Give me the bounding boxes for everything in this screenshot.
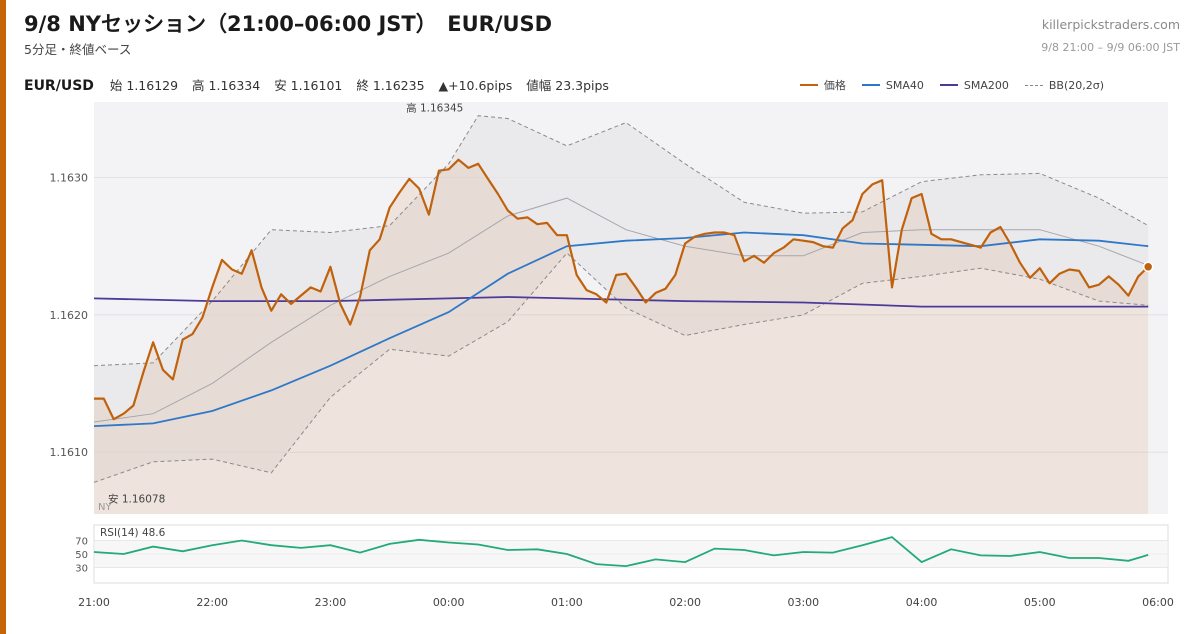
x-tick-label: 02:00 bbox=[669, 596, 701, 609]
y-tick-label: 1.1620 bbox=[50, 309, 89, 322]
legend-label-bb: BB(20,2σ) bbox=[1048, 78, 1104, 92]
stat-range: 値幅 23.3pips bbox=[526, 78, 609, 93]
legend-label-sma200: SMA200 bbox=[963, 78, 1009, 92]
accent-bar bbox=[0, 0, 6, 634]
bb-swatch bbox=[1024, 84, 1043, 86]
high-annotation: 高 1.16345 bbox=[406, 102, 463, 115]
y-tick-label: 1.1610 bbox=[50, 446, 89, 459]
legend-item-price: 価格 bbox=[799, 77, 846, 93]
stat-open: 始 1.16129 bbox=[109, 78, 179, 93]
rsi-line bbox=[93, 536, 1149, 568]
x-tick-label: 06:00 bbox=[1142, 596, 1174, 609]
x-tick-label: 03:00 bbox=[787, 596, 819, 609]
x-tick-label: 21:00 bbox=[78, 596, 110, 609]
rsi-tick-label: 50 bbox=[75, 550, 88, 561]
low-annotation: 安 1.16078 bbox=[108, 492, 165, 505]
price-swatch bbox=[799, 84, 818, 86]
sma200-line bbox=[93, 296, 1149, 308]
last-price-dot bbox=[1142, 261, 1154, 273]
bb-middle-line bbox=[93, 197, 1149, 423]
legend-item-bb: BB(20,2σ) bbox=[1024, 78, 1104, 92]
stat-close: 終 1.16235 bbox=[356, 78, 425, 93]
legend-label-price: 価格 bbox=[823, 79, 846, 92]
x-tick-label: 22:00 bbox=[196, 596, 228, 609]
stats-bar: EUR/USD 始 1.16129 高 1.16334 安 1.16101 終 … bbox=[24, 75, 619, 94]
x-tick-label: 05:00 bbox=[1024, 596, 1056, 609]
x-tick-label: 23:00 bbox=[315, 596, 347, 609]
rsi-tick-label: 30 bbox=[75, 564, 88, 575]
session-label: NY bbox=[98, 502, 112, 513]
pair-label: EUR/USD bbox=[24, 78, 94, 94]
stat-low: 安 1.16101 bbox=[274, 78, 343, 93]
stat-change: ▲+10.6pips bbox=[438, 78, 513, 93]
sma200-swatch bbox=[939, 84, 958, 86]
x-tick-label: 01:00 bbox=[551, 596, 583, 609]
legend-item-sma200: SMA200 bbox=[939, 78, 1009, 92]
rsi-band bbox=[94, 540, 1168, 568]
x-tick-label: 04:00 bbox=[906, 596, 938, 609]
price-area-fill bbox=[94, 159, 1149, 514]
bb-lower-line bbox=[93, 252, 1149, 483]
page-subtitle: 5分足・終値ベース bbox=[24, 42, 132, 57]
chart-legend: 価格 SMA40 SMA200 BB(20,2σ) bbox=[799, 77, 1104, 93]
rsi-tick-label: 70 bbox=[75, 537, 88, 548]
price-line bbox=[94, 158, 1149, 421]
x-tick-label: 00:00 bbox=[433, 596, 465, 609]
page-title: 9/8 NYセッション（21:00–06:00 JST） EUR/USD bbox=[24, 12, 553, 36]
legend-item-sma40: SMA40 bbox=[861, 78, 924, 92]
site-name: killerpickstraders.com bbox=[1041, 17, 1180, 32]
rsi-title: RSI(14) 48.6 bbox=[100, 527, 166, 539]
legend-label-sma40: SMA40 bbox=[885, 78, 924, 92]
y-tick-label: 1.1630 bbox=[50, 172, 89, 185]
sma40-swatch bbox=[861, 84, 880, 86]
stat-high: 高 1.16334 bbox=[192, 78, 261, 93]
bb-upper-line bbox=[93, 115, 1149, 367]
date-range: 9/8 21:00 – 9/9 06:00 JST bbox=[1041, 41, 1180, 54]
